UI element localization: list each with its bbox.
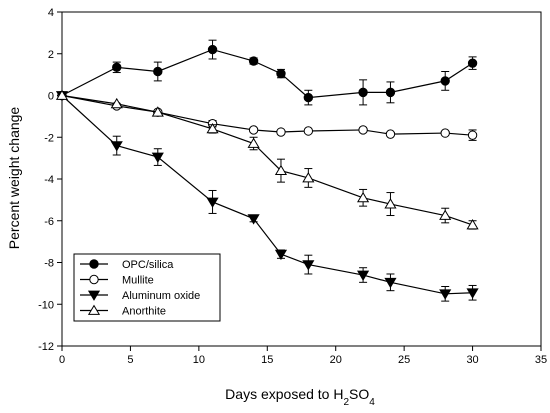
data-point-anorthite <box>151 106 164 117</box>
data-point-aluminum-oxide <box>274 249 288 261</box>
data-point-aluminum-oxide <box>151 152 164 164</box>
legend-marker-anorthite <box>87 304 101 315</box>
data-point-anorthite <box>302 172 315 183</box>
data-point-aluminum-oxide <box>247 214 260 225</box>
data-point-opc-silica <box>153 66 163 77</box>
data-point-opc-silica <box>207 44 218 55</box>
x-tick-label: 20 <box>330 354 342 366</box>
x-tick-label: 35 <box>535 354 547 366</box>
data-point-aluminum-oxide <box>302 260 315 271</box>
data-point-anorthite <box>206 122 219 134</box>
legend-marker-opc-silica <box>89 259 99 269</box>
data-point-anorthite <box>439 209 452 220</box>
data-point-mullite <box>303 126 314 136</box>
legend-marker-aluminum-oxide <box>87 290 101 301</box>
y-tick-label: -2 <box>44 132 54 144</box>
y-axis-title: Percent weight change <box>6 107 22 250</box>
x-tick-label: 30 <box>466 354 478 366</box>
data-point-aluminum-oxide <box>439 289 452 300</box>
legend: OPC/silica Mullite Aluminum oxide Anorthite <box>73 253 221 322</box>
series-line-opc-silica <box>61 48 473 99</box>
x-tick-label: 0 <box>59 354 65 366</box>
data-point-anorthite <box>357 191 370 203</box>
data-point-aluminum-oxide <box>110 141 123 152</box>
data-point-anorthite <box>384 198 397 209</box>
series-anorthite <box>55 89 479 230</box>
x-axis-title-sub: 2 <box>343 397 349 408</box>
x-axis-title-sub2: 4 <box>369 397 375 408</box>
data-point-anorthite <box>55 89 69 100</box>
data-point-opc-silica <box>112 62 122 73</box>
x-tick-label: 15 <box>261 354 273 366</box>
series-line-anorthite <box>61 94 473 226</box>
data-point-aluminum-oxide <box>357 270 370 281</box>
data-point-mullite <box>440 128 450 138</box>
legend-box <box>73 253 221 322</box>
y-tick-label: -8 <box>44 258 54 270</box>
x-axis-title-main: Days exposed to H <box>225 386 343 402</box>
y-tick-label: -6 <box>44 216 54 228</box>
data-point-opc-silica <box>276 68 286 79</box>
series-layer <box>55 39 479 302</box>
data-point-anorthite <box>110 97 123 109</box>
legend-label-anorthite: Anorthite <box>122 306 166 318</box>
data-point-anorthite <box>466 218 479 230</box>
data-point-mullite <box>276 127 286 137</box>
data-point-anorthite <box>274 164 288 176</box>
series-opc-silica <box>57 39 478 106</box>
series-line-mullite <box>61 94 473 136</box>
data-point-opc-silica <box>358 87 368 98</box>
data-point-opc-silica <box>467 58 478 68</box>
x-tick-label: 10 <box>193 354 205 366</box>
y-tick-label: 0 <box>48 91 54 103</box>
y-tick-label: 4 <box>48 7 54 19</box>
data-point-mullite <box>358 125 368 135</box>
data-point-opc-silica <box>303 92 314 103</box>
data-point-opc-silica <box>440 76 450 86</box>
data-point-aluminum-oxide <box>206 197 219 208</box>
y-tick-label: -4 <box>44 174 54 186</box>
data-point-opc-silica <box>385 87 396 98</box>
data-point-anorthite <box>247 137 260 148</box>
legend-marker-mullite <box>89 274 99 285</box>
legend-label-opc-silica: OPC/silica <box>122 259 174 271</box>
x-axis-title-tail: SO <box>349 386 369 402</box>
x-tick-label: 5 <box>127 354 133 366</box>
data-point-opc-silica <box>248 56 259 66</box>
data-point-aluminum-oxide <box>466 288 479 299</box>
data-point-mullite <box>248 125 259 135</box>
data-point-mullite <box>467 130 478 140</box>
legend-label-mullite: Mullite <box>122 275 154 287</box>
y-tick-label: -12 <box>38 341 54 353</box>
x-tick-label: 25 <box>398 354 410 366</box>
y-tick-label: 2 <box>48 49 54 61</box>
legend-label-aluminum-oxide: Aluminum oxide <box>122 290 200 302</box>
data-point-mullite <box>385 129 396 139</box>
series-mullite <box>57 90 478 141</box>
data-point-aluminum-oxide <box>384 277 397 289</box>
y-tick-label: -10 <box>38 299 54 311</box>
x-axis-title: Days exposed to H2SO4 <box>225 386 375 408</box>
